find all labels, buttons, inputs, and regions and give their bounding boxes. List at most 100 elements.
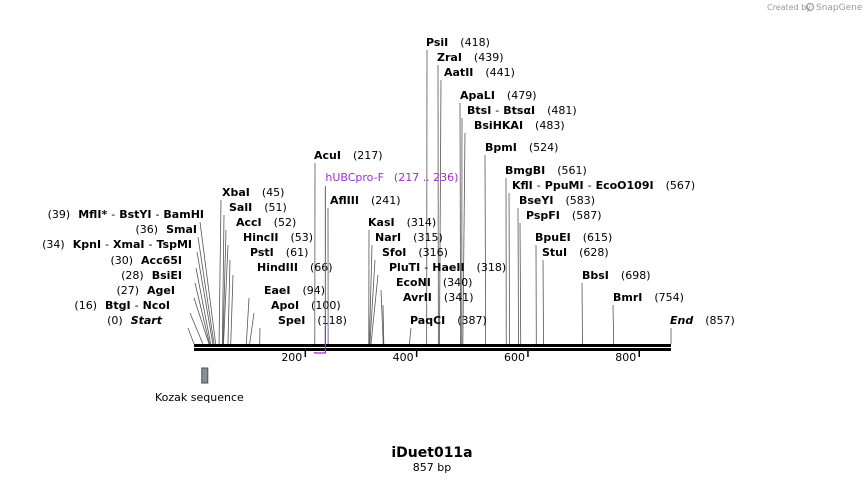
enzyme-label[interactable]: AcuI (217) bbox=[314, 149, 383, 162]
enzyme-line bbox=[508, 192, 510, 345]
enzyme-position: (483) bbox=[535, 119, 565, 132]
enzyme-separator: - bbox=[149, 238, 153, 251]
enzyme-name: PstI bbox=[250, 246, 274, 259]
enzyme-label[interactable]: (27) AgeI bbox=[116, 284, 175, 297]
enzyme-label[interactable]: AflIII (241) bbox=[330, 194, 401, 207]
sequence-name: iDuet011a bbox=[391, 445, 472, 461]
enzyme-label[interactable]: PluTI - HaeII (318) bbox=[389, 261, 506, 274]
enzyme-position: (217) bbox=[353, 149, 383, 162]
enzyme-position: (561) bbox=[557, 164, 587, 177]
enzyme-label[interactable]: PsiI (418) bbox=[426, 36, 490, 49]
enzyme-label[interactable]: AccI (52) bbox=[236, 216, 296, 229]
enzyme-line bbox=[193, 297, 210, 345]
enzyme-position: (479) bbox=[507, 89, 537, 102]
enzyme-label[interactable]: ApaLI (479) bbox=[460, 89, 537, 102]
enzyme-line bbox=[230, 274, 234, 345]
enzyme-name: SalI bbox=[229, 201, 252, 214]
enzyme-label[interactable]: (34) KpnI - XmaI - TspMI bbox=[42, 238, 192, 251]
primer-label[interactable]: hUBCpro-F (217 .. 236) bbox=[325, 171, 458, 184]
enzyme-label[interactable]: BbsI (698) bbox=[582, 269, 651, 282]
enzyme-line bbox=[218, 199, 222, 345]
enzyme-line bbox=[199, 221, 217, 345]
enzyme-label[interactable]: BsiHKAI (483) bbox=[474, 119, 565, 132]
enzyme-position: (439) bbox=[474, 51, 504, 64]
enzyme-name: BtsI bbox=[467, 104, 491, 117]
enzyme-label[interactable]: PspFI (587) bbox=[526, 209, 602, 222]
enzyme-label[interactable]: NarI (315) bbox=[375, 231, 443, 244]
enzyme-name: BseYI bbox=[519, 194, 553, 207]
enzyme-label[interactable]: BmrI (754) bbox=[613, 291, 684, 304]
enzyme-line bbox=[612, 304, 615, 345]
ruler-tick-label: 800 bbox=[615, 351, 636, 364]
enzyme-line bbox=[195, 267, 212, 345]
enzyme-position: (51) bbox=[264, 201, 287, 214]
enzyme-name: HincII bbox=[243, 231, 279, 244]
enzyme-name: PpuMI bbox=[545, 179, 584, 192]
enzyme-label[interactable]: EaeI (94) bbox=[264, 284, 325, 297]
enzyme-position: (698) bbox=[621, 269, 651, 282]
enzyme-line bbox=[187, 327, 195, 345]
enzyme-label[interactable]: (0) Start bbox=[107, 314, 163, 327]
enzyme-labels: PsiI (418) ZraI (439) AatII (441) ApaLI (479) Bt… bbox=[42, 36, 735, 327]
enzyme-label[interactable]: HindIII (66) bbox=[257, 261, 333, 274]
enzyme-label[interactable]: BpmI (524) bbox=[485, 141, 558, 154]
enzyme-label[interactable]: ZraI (439) bbox=[437, 51, 504, 64]
enzyme-position: (61) bbox=[286, 246, 309, 259]
enzyme-label[interactable]: BtsI - BtsαI (481) bbox=[467, 104, 577, 117]
enzyme-label[interactable]: (30) Acc65I bbox=[110, 254, 182, 267]
enzyme-name: Acc65I bbox=[141, 254, 182, 267]
enzyme-label[interactable]: (36) SmaI bbox=[136, 223, 198, 236]
enzyme-label[interactable]: SfoI (316) bbox=[382, 246, 448, 259]
enzyme-name: StuI bbox=[542, 246, 567, 259]
enzyme-label[interactable]: EcoNI (340) bbox=[396, 276, 472, 289]
enzyme-label[interactable]: AvrII (341) bbox=[403, 291, 474, 304]
enzyme-position: (30) bbox=[110, 254, 133, 267]
enzyme-label[interactable]: (28) BsiEI bbox=[121, 269, 182, 282]
enzyme-line bbox=[197, 236, 215, 345]
enzyme-label[interactable]: (16) BtgI - NcoI bbox=[74, 299, 170, 312]
enzyme-label[interactable]: HincII (53) bbox=[243, 231, 313, 244]
enzyme-name: BpmI bbox=[485, 141, 517, 154]
enzyme-line bbox=[409, 327, 412, 345]
enzyme-name: NcoI bbox=[143, 299, 170, 312]
kozak-feature-box[interactable] bbox=[201, 367, 209, 384]
enzyme-label[interactable]: BmgBI (561) bbox=[505, 164, 587, 177]
enzyme-label[interactable]: StuI (628) bbox=[542, 246, 609, 259]
enzyme-position: (587) bbox=[572, 209, 602, 222]
enzyme-name: BpuEI bbox=[535, 231, 571, 244]
enzyme-position: (39) bbox=[48, 208, 71, 221]
enzyme-line bbox=[439, 79, 442, 345]
enzyme-name: BsiHKAI bbox=[474, 119, 523, 132]
enzyme-label[interactable]: BseYI (583) bbox=[519, 194, 595, 207]
enzyme-label[interactable]: KflI - PpuMI - EcoO109I (567) bbox=[512, 179, 695, 192]
enzyme-label[interactable]: KasI (314) bbox=[368, 216, 436, 229]
enzyme-line bbox=[459, 102, 462, 345]
enzyme-label[interactable]: PstI (61) bbox=[250, 246, 308, 259]
enzyme-label[interactable]: AatII (441) bbox=[444, 66, 515, 79]
enzyme-position: (857) bbox=[705, 314, 735, 327]
enzyme-label[interactable]: ApoI(100) bbox=[271, 299, 341, 312]
enzyme-line bbox=[223, 244, 229, 345]
enzyme-name: KasI bbox=[368, 216, 395, 229]
enzyme-name: HindIII bbox=[257, 261, 298, 274]
enzyme-name: AcuI bbox=[314, 149, 341, 162]
enzyme-label[interactable]: XbaI (45) bbox=[222, 186, 284, 199]
enzyme-separator: - bbox=[155, 208, 159, 221]
enzyme-label[interactable]: BpuEI (615) bbox=[535, 231, 612, 244]
backbone-top-strand bbox=[194, 344, 671, 347]
enzyme-line bbox=[221, 214, 225, 345]
enzyme-label[interactable]: (39) MflI* - BstYI - BamHI bbox=[48, 208, 204, 221]
enzyme-name: AvrII bbox=[403, 291, 432, 304]
enzyme-name: KpnI bbox=[73, 238, 101, 251]
enzyme-line bbox=[249, 312, 255, 345]
enzyme-label[interactable]: SpeI (118) bbox=[278, 314, 347, 327]
enzyme-name: MflI bbox=[78, 208, 101, 221]
enzyme-name: XbaI bbox=[222, 186, 250, 199]
enzyme-position: (387) bbox=[457, 314, 487, 327]
enzyme-label[interactable]: End (857) bbox=[670, 314, 735, 327]
enzyme-name: SpeI bbox=[278, 314, 305, 327]
enzyme-label[interactable]: SalI (51) bbox=[229, 201, 287, 214]
enzyme-label[interactable]: PaqCI (387) bbox=[410, 314, 487, 327]
enzyme-name: AflIII bbox=[330, 194, 359, 207]
sequence-length: 857 bp bbox=[413, 461, 451, 474]
